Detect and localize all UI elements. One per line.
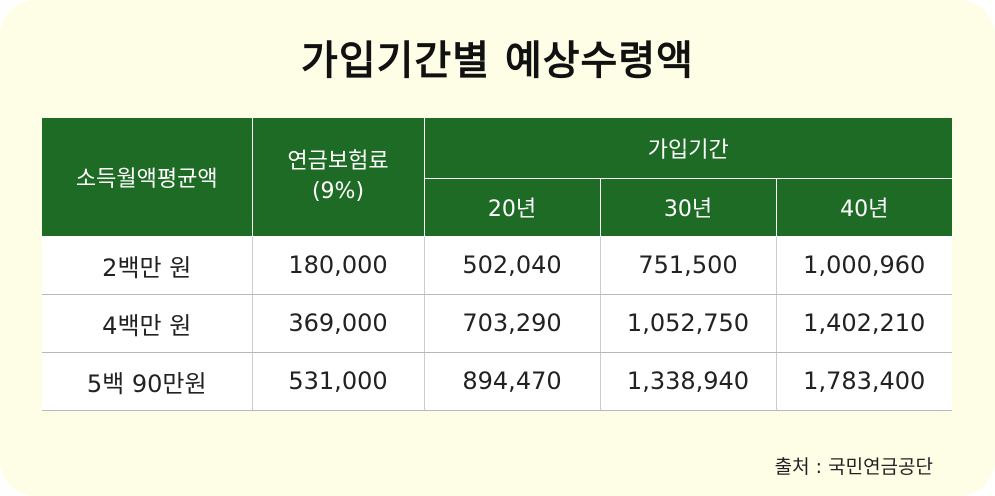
cell-40y: 1,402,210 bbox=[775, 294, 952, 353]
cell-30y: 1,338,940 bbox=[599, 352, 777, 411]
cell-premium: 180,000 bbox=[251, 236, 425, 295]
cell-40y: 1,783,400 bbox=[775, 352, 952, 411]
cell-income: 4백만 원 bbox=[42, 294, 253, 353]
cell-30y: 751,500 bbox=[599, 236, 777, 295]
table-row: 4백만 원 369,000 703,290 1,052,750 1,402,21… bbox=[42, 294, 952, 353]
cell-20y: 703,290 bbox=[423, 294, 601, 353]
pension-table: 소득월액평균액 연금보험료 (9%) 가입기간 20년 30년 40년 2백만 … bbox=[42, 118, 952, 411]
cell-income: 5백 90만원 bbox=[42, 352, 253, 411]
cell-20y: 894,470 bbox=[423, 352, 601, 411]
cell-premium: 369,000 bbox=[251, 294, 425, 353]
header-year-20: 20년 bbox=[424, 177, 601, 237]
cell-premium: 531,000 bbox=[251, 352, 425, 411]
header-premium: 연금보험료 (9%) bbox=[251, 118, 425, 237]
header-income: 소득월액평균액 bbox=[42, 118, 253, 237]
cell-40y: 1,000,960 bbox=[775, 236, 952, 295]
table-row: 5백 90만원 531,000 894,470 1,338,940 1,783,… bbox=[42, 352, 952, 411]
cell-30y: 1,052,750 bbox=[599, 294, 777, 353]
page-title: 가입기간별 예상수령액 bbox=[301, 38, 694, 84]
source-note: 출처 : 국민연금공단 bbox=[774, 456, 933, 478]
cell-20y: 502,040 bbox=[423, 236, 601, 295]
header-year-40: 40년 bbox=[775, 177, 952, 237]
cell-income: 2백만 원 bbox=[42, 236, 253, 295]
header-period: 가입기간 bbox=[423, 118, 952, 179]
header-year-30: 30년 bbox=[599, 177, 777, 237]
table-row: 2백만 원 180,000 502,040 751,500 1,000,960 bbox=[42, 236, 952, 295]
